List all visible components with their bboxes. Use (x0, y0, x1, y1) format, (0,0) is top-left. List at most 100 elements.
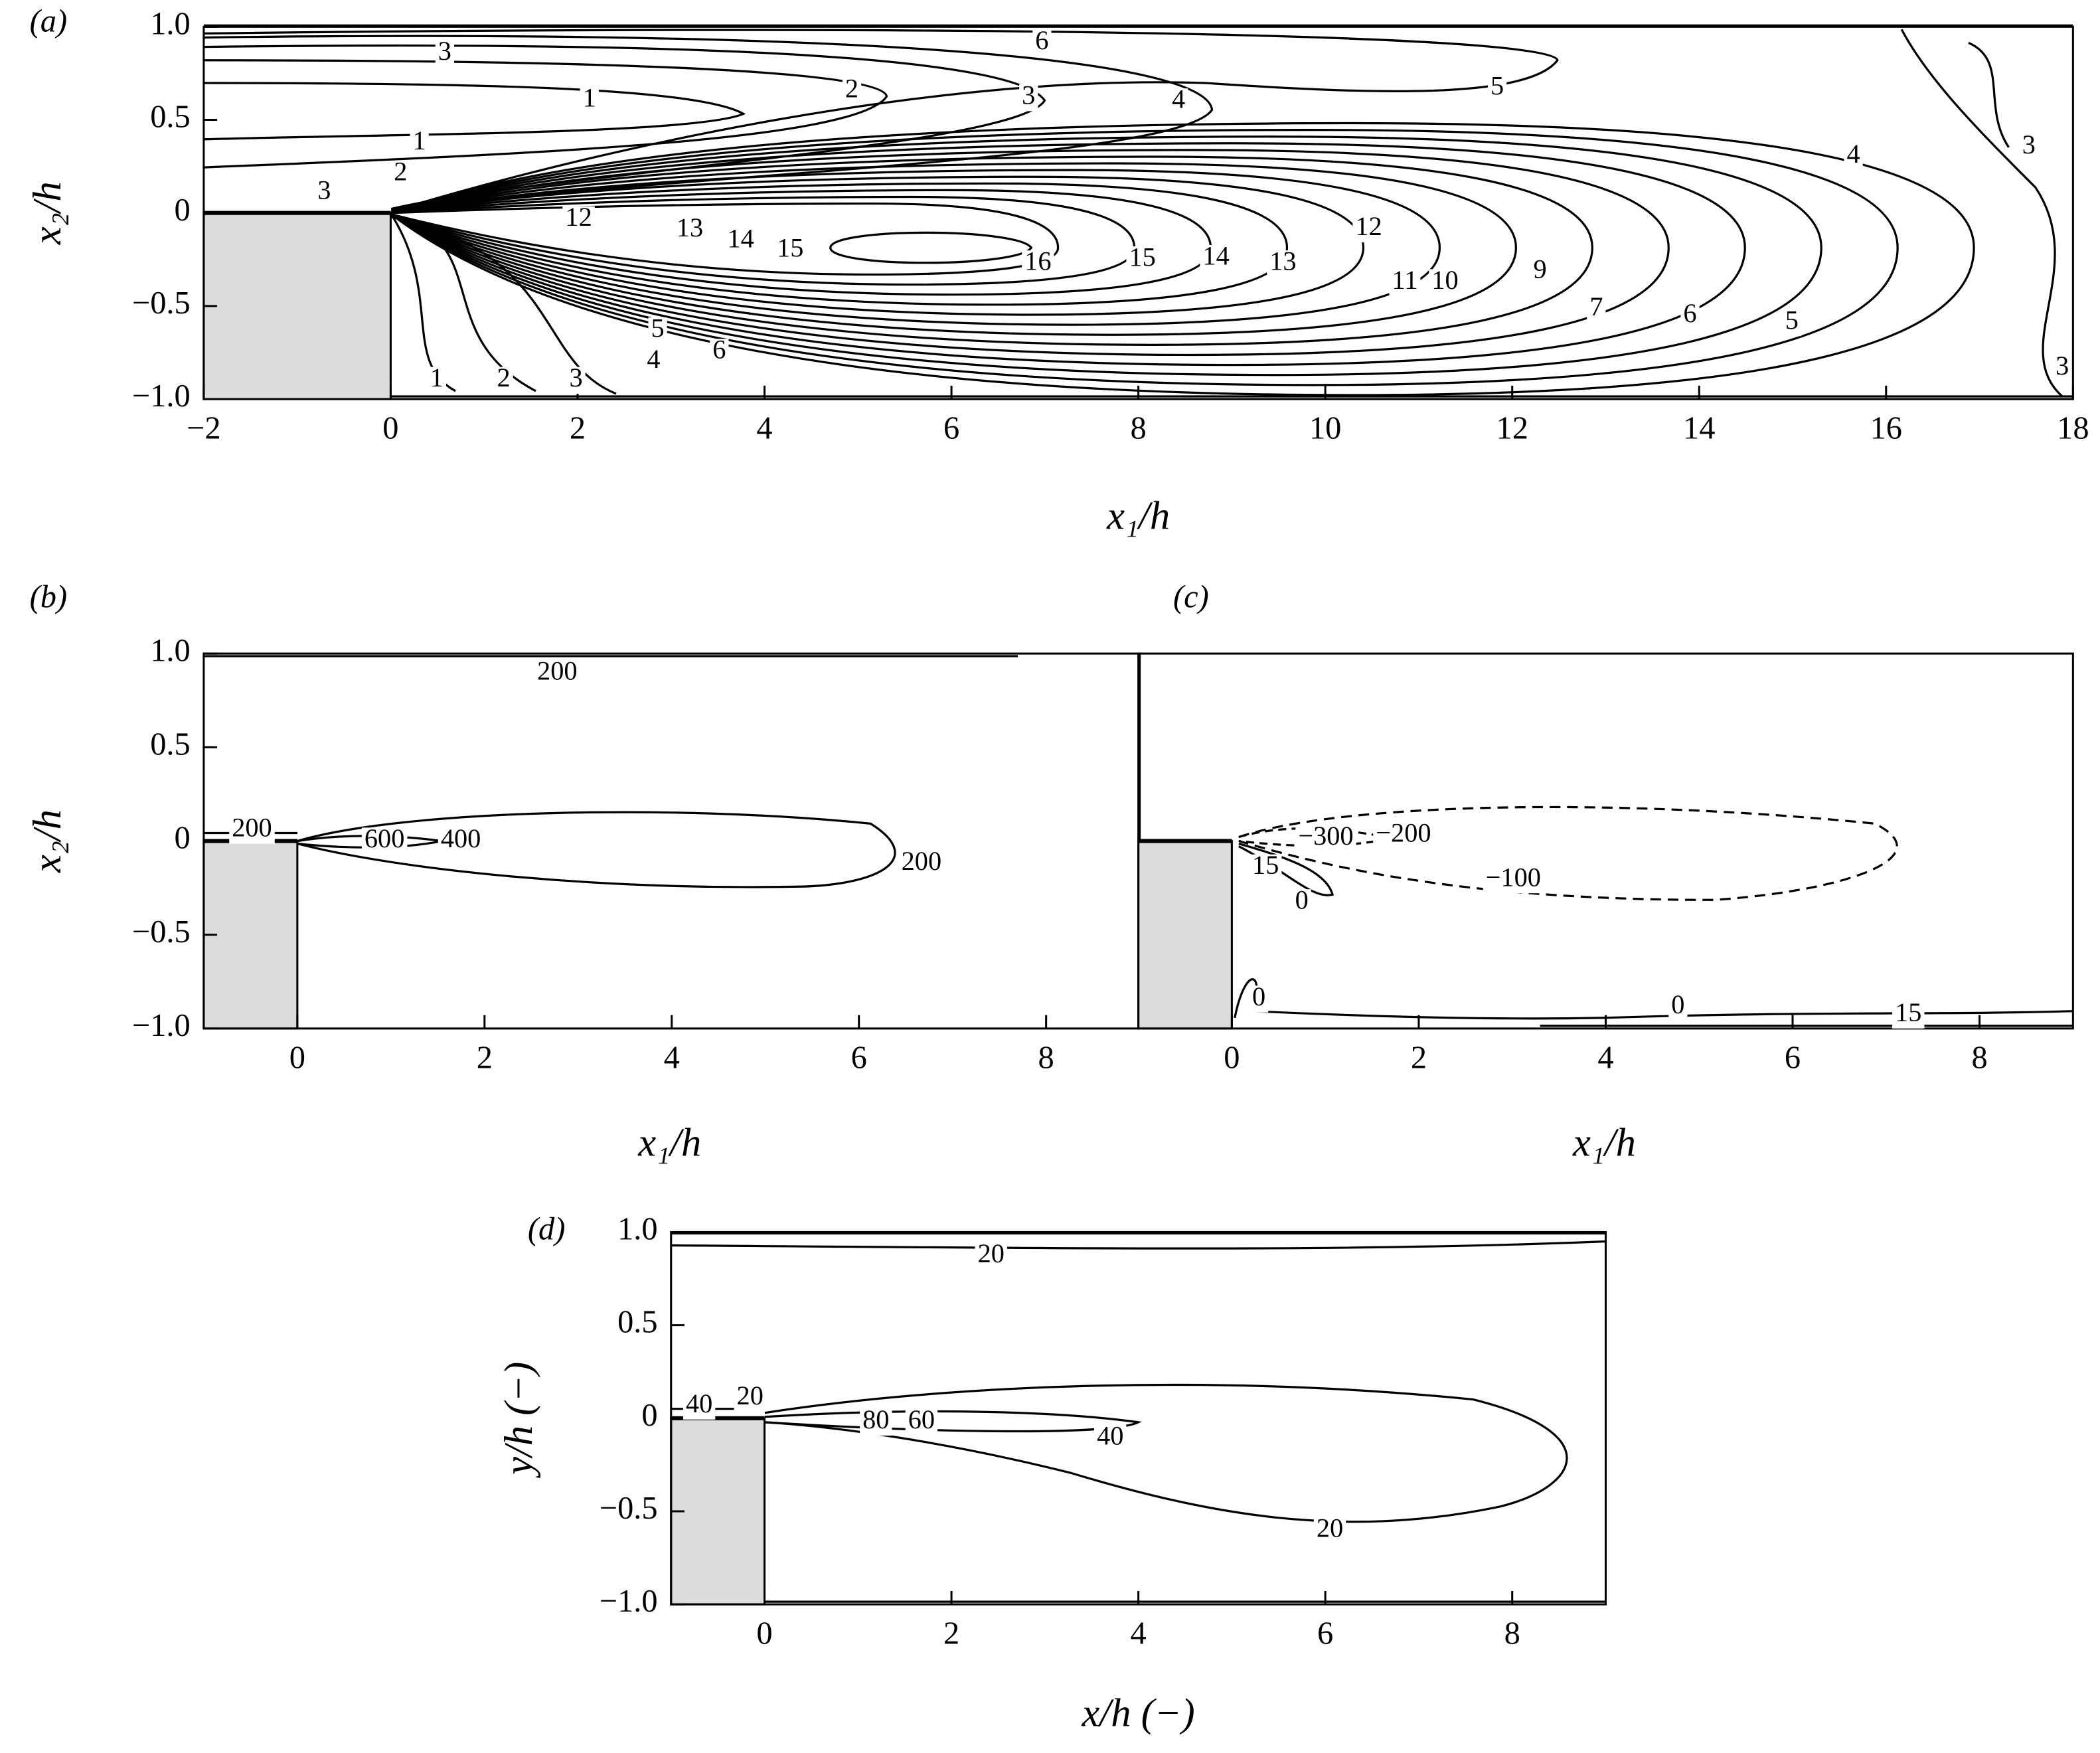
label-background (494, 367, 513, 394)
contour-label: 3 (438, 36, 451, 66)
contour-label: 600 (364, 823, 405, 853)
y-tick-label: 1.0 (150, 6, 191, 41)
y-tick-label: 0.5 (617, 1305, 658, 1340)
x-tick-label: 4 (1131, 1616, 1147, 1651)
contour-label: 0 (1671, 989, 1684, 1019)
y-axis-label: x₂/h (25, 181, 70, 245)
label-background (1680, 302, 1700, 330)
contour-label: 80 (862, 1404, 889, 1434)
label-background (391, 161, 410, 188)
x-tick-label: 6 (943, 411, 959, 446)
contour-label: 1 (430, 363, 444, 392)
contour (829, 231, 1033, 264)
contour-label: 10 (1431, 265, 1458, 295)
y-tick-label: −0.5 (132, 914, 191, 950)
label-background (975, 1242, 1007, 1270)
label-background (1892, 1001, 1925, 1029)
label-background (1250, 985, 1269, 1013)
contour (390, 155, 1593, 346)
contour-label: 12 (1355, 211, 1382, 241)
label-background (1487, 74, 1507, 102)
contour-label: 40 (686, 1388, 712, 1418)
contour (1968, 42, 2010, 148)
contour (203, 59, 888, 169)
step-block (202, 212, 392, 400)
label-background (361, 827, 408, 855)
label-background (1782, 309, 1801, 337)
contour-label: 20 (1317, 1513, 1343, 1543)
contour-label: 5 (651, 313, 664, 343)
x-tick-label: 6 (851, 1040, 867, 1075)
x-tick-label: 12 (1496, 411, 1528, 446)
contour-label: 14 (727, 223, 754, 253)
contour-label: 200 (232, 813, 272, 843)
x-tick-label: 0 (382, 411, 398, 446)
contour-label: 15 (1252, 850, 1279, 880)
contour (390, 129, 1899, 386)
x-tick-label: 0 (1224, 1040, 1240, 1075)
label-background (1295, 825, 1356, 852)
contour-label: 5 (1491, 70, 1504, 100)
label-background (648, 317, 667, 345)
contour-label: 3 (2056, 351, 2069, 380)
y-tick-label: 1.0 (150, 633, 191, 668)
contour-label: 20 (978, 1238, 1005, 1268)
x-tick-label: 4 (756, 411, 772, 446)
contour-label: 15 (1895, 997, 1921, 1027)
label-background (683, 1392, 716, 1420)
label-background (1126, 246, 1159, 274)
contour-label: 4 (1846, 139, 1860, 169)
contour (390, 135, 1822, 376)
contour-label: 2 (497, 363, 511, 392)
contour-label: −300 (1298, 821, 1353, 851)
label-background (842, 77, 862, 105)
contour-label: 3 (2022, 129, 2036, 159)
x-tick-label: 0 (289, 1040, 305, 1075)
label-background (710, 339, 729, 366)
contour (390, 175, 1365, 316)
label-background (1267, 250, 1299, 278)
label-background (1668, 993, 1688, 1021)
label-background (534, 660, 580, 687)
contour (1234, 978, 2073, 1020)
y-tick-label: 1.0 (617, 1212, 658, 1247)
contour-label: 3 (317, 175, 331, 205)
y-tick-label: −0.5 (132, 286, 191, 321)
contour (390, 182, 1289, 306)
contour (671, 1240, 1606, 1250)
label-background (427, 367, 446, 394)
x-tick-label: 18 (2057, 411, 2089, 446)
label-background (774, 236, 807, 264)
label-background (1200, 245, 1232, 272)
label-background (1094, 1424, 1127, 1452)
panel-label: (c) (1173, 580, 1209, 615)
contour-label: 5 (1785, 305, 1799, 335)
label-background (1587, 295, 1606, 323)
contour-label: 2 (394, 156, 407, 186)
plot-frame (670, 1230, 1607, 1606)
contour-label: 6 (1035, 25, 1048, 55)
x-tick-label: 2 (477, 1040, 493, 1075)
label-background (315, 179, 334, 207)
contour-label: 3 (569, 363, 582, 392)
y-tick-label: −0.5 (600, 1491, 658, 1526)
label-background (644, 348, 663, 375)
contour-label: 4 (647, 344, 660, 374)
x-tick-label: 2 (1411, 1040, 1427, 1075)
contour (390, 202, 1060, 276)
x-tick-label: 14 (1683, 411, 1715, 446)
x-tick-label: 0 (756, 1616, 772, 1651)
panel-label: (b) (30, 580, 67, 615)
x-tick-label: −2 (187, 411, 221, 446)
y-tick-label: 0 (175, 821, 191, 856)
label-background (435, 40, 455, 67)
x-tick-label: 2 (943, 1616, 959, 1651)
label-background (410, 129, 429, 157)
label-background (566, 367, 586, 394)
y-tick-label: −1.0 (132, 1008, 191, 1043)
step-block (670, 1417, 766, 1606)
y-tick-label: 0.5 (150, 100, 191, 135)
label-background (1250, 854, 1282, 882)
contour-label: 4 (1172, 84, 1185, 114)
